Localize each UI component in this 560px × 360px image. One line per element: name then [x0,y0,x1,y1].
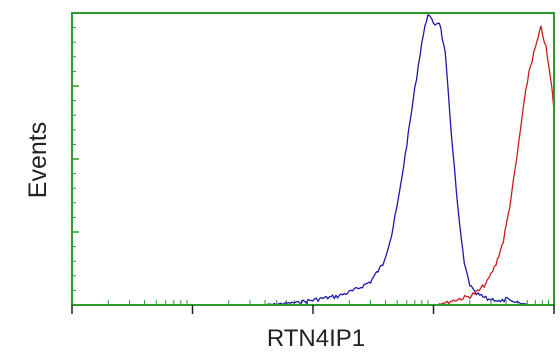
y-axis-ticks [72,12,79,306]
series-line-2 [438,25,553,304]
plot-frame [71,12,555,306]
series-line-1 [266,14,528,304]
x-axis-label: RTN4IP1 [267,325,365,352]
y-axis-label: Events [24,122,52,198]
x-axis-ticks [71,300,555,314]
series-lines [266,14,553,304]
